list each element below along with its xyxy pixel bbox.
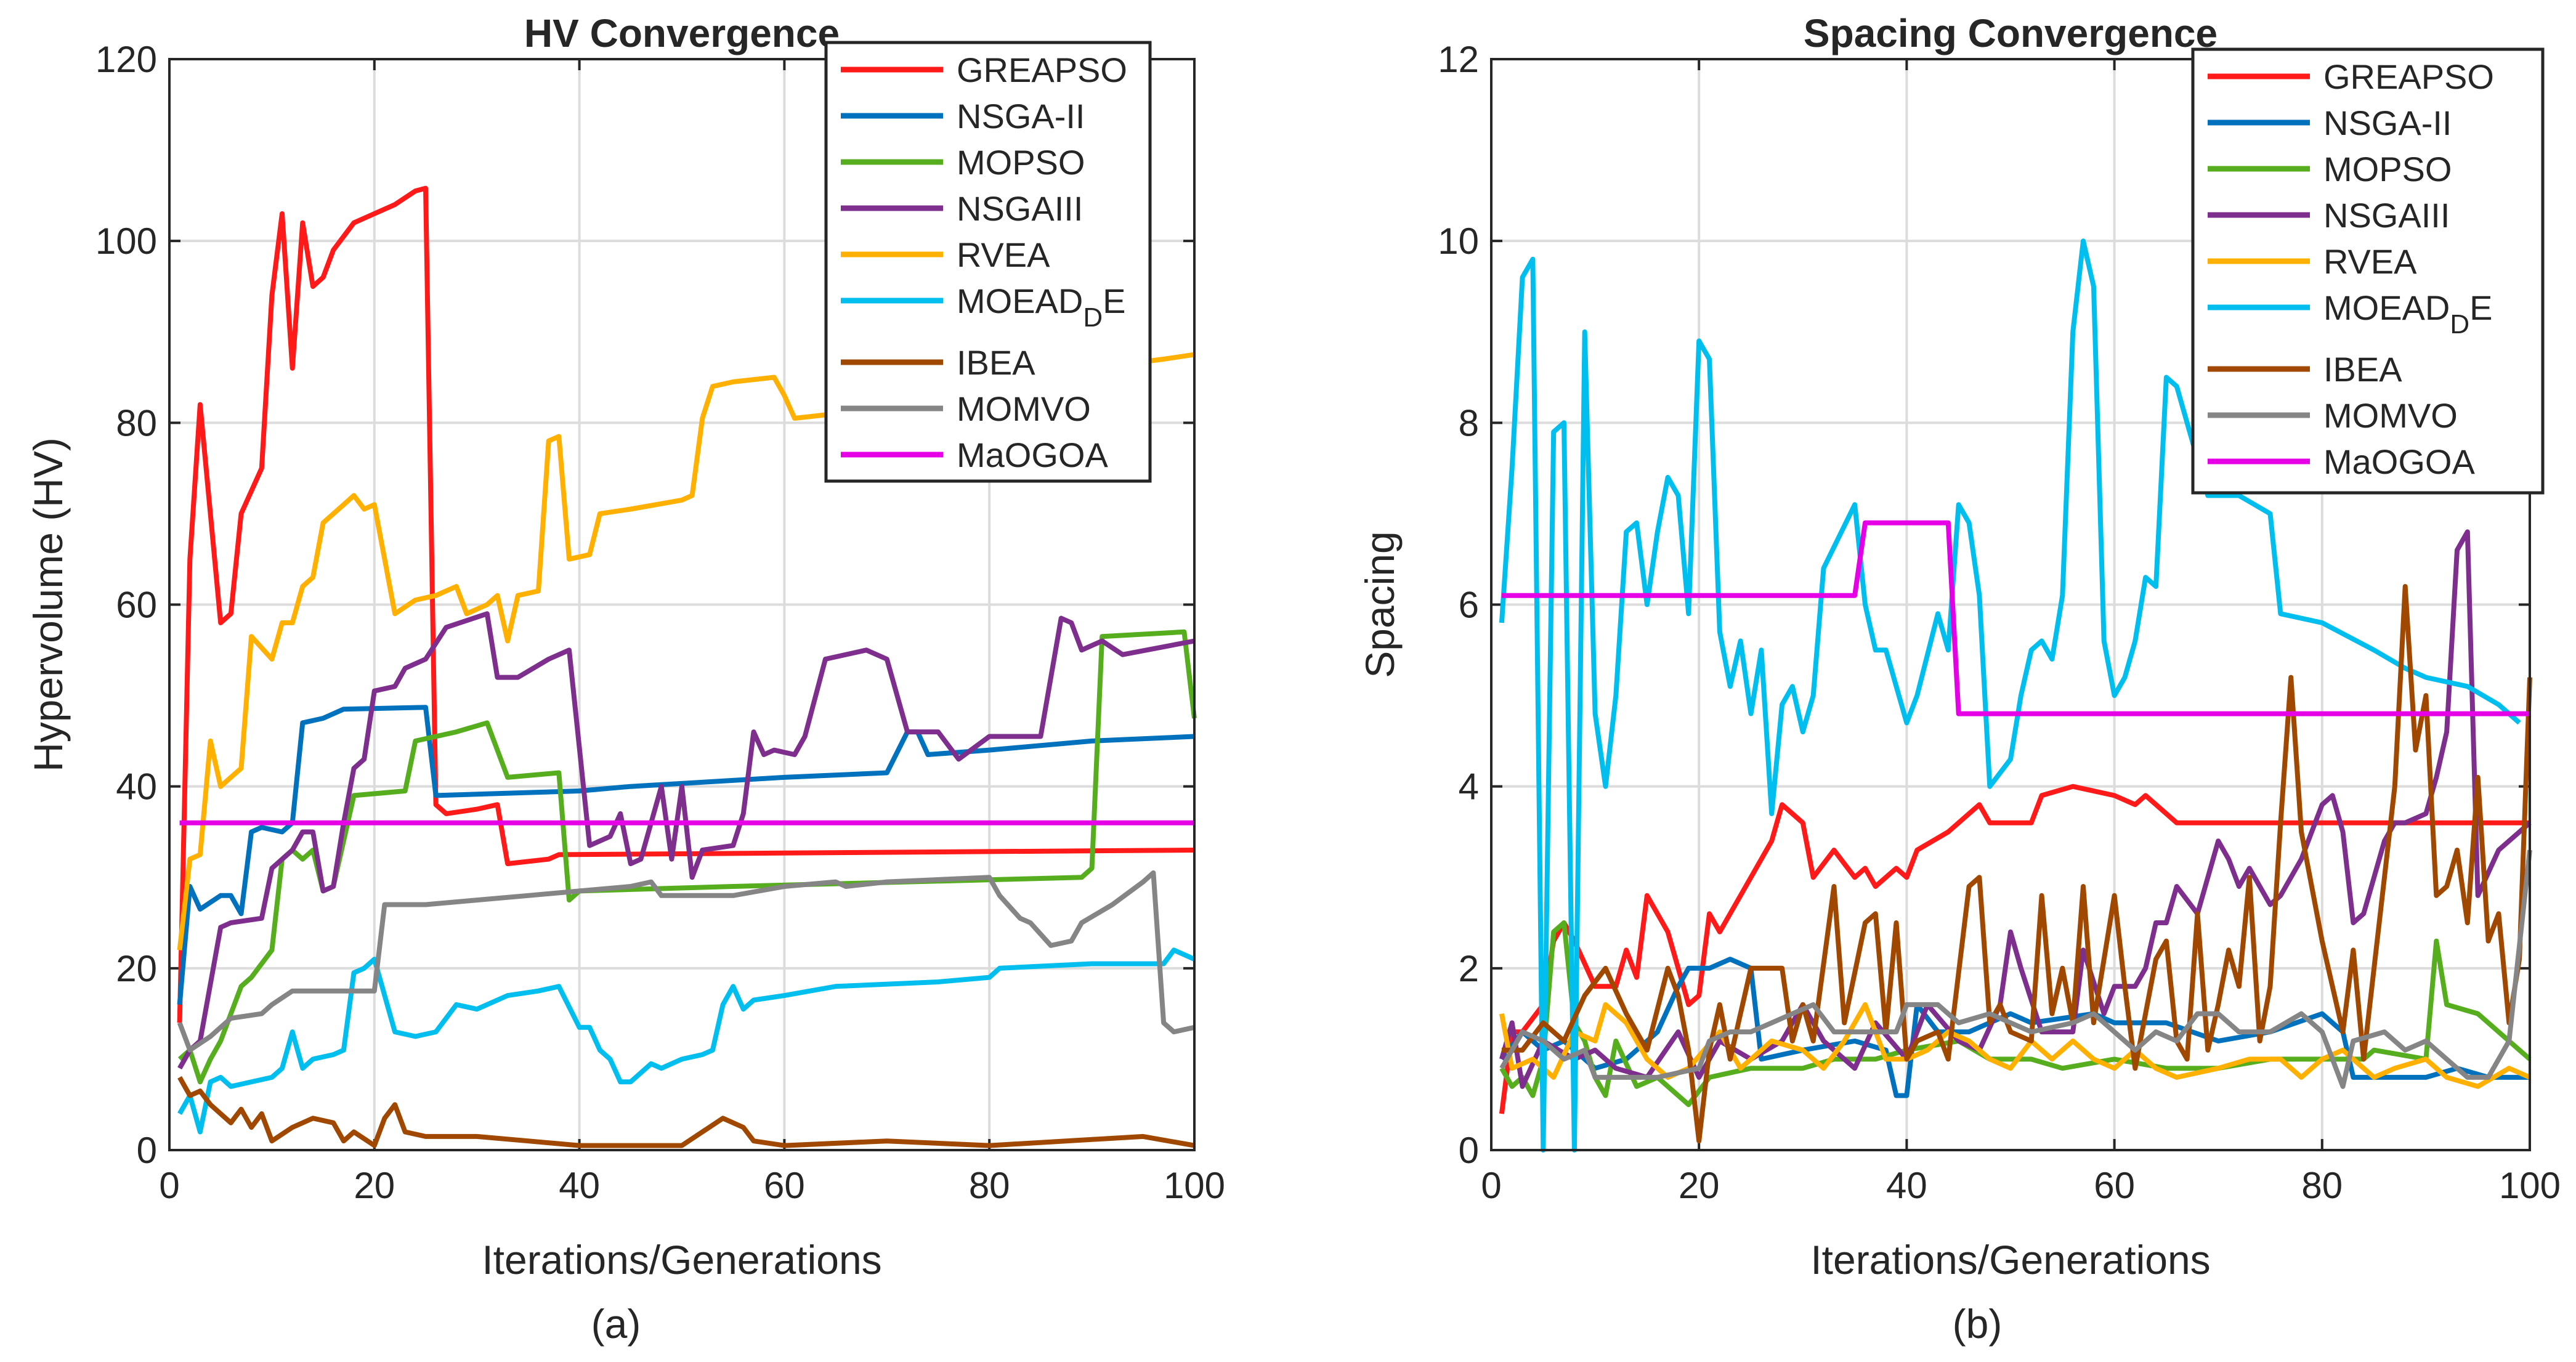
x-tick-label: 0 [159,1165,179,1206]
legend-label: NSGA-II [2323,103,2452,142]
chart-panel-1: 0 20 40 60 80 100 0 2 4 6 8 10 12 Spacing Convergence… [1357,11,2561,1347]
legend-label: MOEADDE [957,282,1126,333]
legend-item: RVEA [841,235,1050,274]
legend-label: RVEA [957,235,1050,274]
series-line-ibea [1501,584,2532,1144]
legend-item: GREAPSO [2208,57,2494,96]
panel-label: (b) [1953,1301,2003,1347]
legend-item: NSGA-II [841,97,1085,136]
x-tick-label: 60 [764,1165,805,1206]
series-line-momvo [177,870,1195,1053]
legend-item: NSGAIII [2208,196,2450,235]
legend: GREAPSO NSGA-II MOPSO NSGAIII RVEA MOEADDE IBE… [2191,47,2545,495]
x-tick-label: 0 [1481,1165,1501,1206]
legend-item: MOPSO [2208,150,2452,188]
legend-item: MOMVO [841,389,1091,428]
legend-item: MOPSO [841,143,1085,182]
legend-label: IBEA [957,343,1035,382]
y-tick-label: 120 [95,39,157,80]
legend-item: GREAPSO [841,51,1127,89]
legend-label: MOMVO [2323,396,2458,435]
y-tick-label: 40 [116,766,157,808]
x-tick-label: 20 [354,1165,395,1206]
legend-label: MOMVO [957,389,1091,428]
y-tick-label: 4 [1459,766,1479,808]
x-axis-label: Iterations/Generations [1810,1237,2210,1283]
y-tick-label: 6 [1459,585,1479,626]
x-axis-label: Iterations/Generations [482,1237,881,1283]
y-tick-label: 60 [116,585,157,626]
x-tick-label: 100 [1164,1165,1225,1206]
x-tick-label: 60 [2094,1165,2135,1206]
legend: GREAPSO NSGA-II MOPSO NSGAIII RVEA MOEADDE IBE… [824,41,1152,483]
y-tick-label: 80 [116,402,157,444]
series-line-nsgaiii [177,611,1195,1070]
x-tick-label: 80 [969,1165,1010,1206]
series-line-greapso [1499,784,2530,1114]
x-tick-label: 20 [1679,1165,1720,1206]
legend-label: RVEA [2323,242,2417,281]
legend-label: NSGAIII [2323,196,2450,235]
legend-label: MaOGOA [2323,442,2475,481]
legend-item: IBEA [2208,350,2402,389]
y-axis-label: Spacing [1357,531,1403,678]
series-line-maogoa [1501,520,2530,716]
x-tick-label: 40 [559,1165,600,1206]
legend-item: NSGA-II [2208,103,2452,142]
legend-label: MOPSO [2323,150,2452,188]
y-tick-label: 12 [1438,39,1479,80]
axes-box [1490,58,2531,1151]
chart-title: Spacing Convergence [1804,11,2218,55]
chart-title: HV Convergence [524,11,840,55]
legend-label: GREAPSO [957,51,1127,89]
y-axis-label: Hypervolume (HV) [25,437,71,772]
legend-label: MOPSO [957,143,1085,182]
x-tick-label: 40 [1886,1165,1927,1206]
panel-label: (a) [591,1301,641,1347]
series-line-rvea [177,352,1195,951]
series-line-ibea [177,1076,1195,1148]
y-tick-label: 2 [1459,948,1479,989]
legend-label: MaOGOA [957,436,1108,474]
legend-item: RVEA [2208,242,2417,281]
legend-item: IBEA [841,343,1035,382]
series-line-momvo [1499,849,2532,1089]
series-line-greapso [177,185,1195,1023]
legend-item: NSGAIII [841,189,1083,228]
legend-label: NSGAIII [957,189,1083,228]
series-line-moead-de [177,947,1196,1135]
legend-item: MOMVO [2208,396,2458,435]
x-tick-label: 80 [2301,1165,2343,1206]
legend-item: MOEADDE [841,282,1126,333]
y-tick-label: 8 [1459,402,1479,444]
y-tick-label: 10 [1438,221,1479,262]
legend-label: MOEADDE [2323,288,2493,339]
legend-label: NSGA-II [957,97,1085,136]
axes-box [168,58,1196,1151]
series-line-moead-de [1499,238,2521,1153]
y-tick-label: 100 [95,221,157,262]
legend-item: MaOGOA [841,436,1108,474]
legend-item: MaOGOA [2208,442,2475,481]
y-tick-label: 0 [1459,1130,1479,1171]
chart-panel-0: 0 20 40 60 80 100 0 20 40 60 80 100 120 HV Convergenc… [25,11,1225,1347]
legend-label: GREAPSO [2323,57,2494,96]
x-tick-label: 100 [2499,1165,2561,1206]
y-tick-label: 20 [116,948,157,989]
y-tick-label: 0 [137,1130,157,1171]
legend-item: MOEADDE [2208,288,2493,339]
legend-label: IBEA [2323,350,2402,389]
